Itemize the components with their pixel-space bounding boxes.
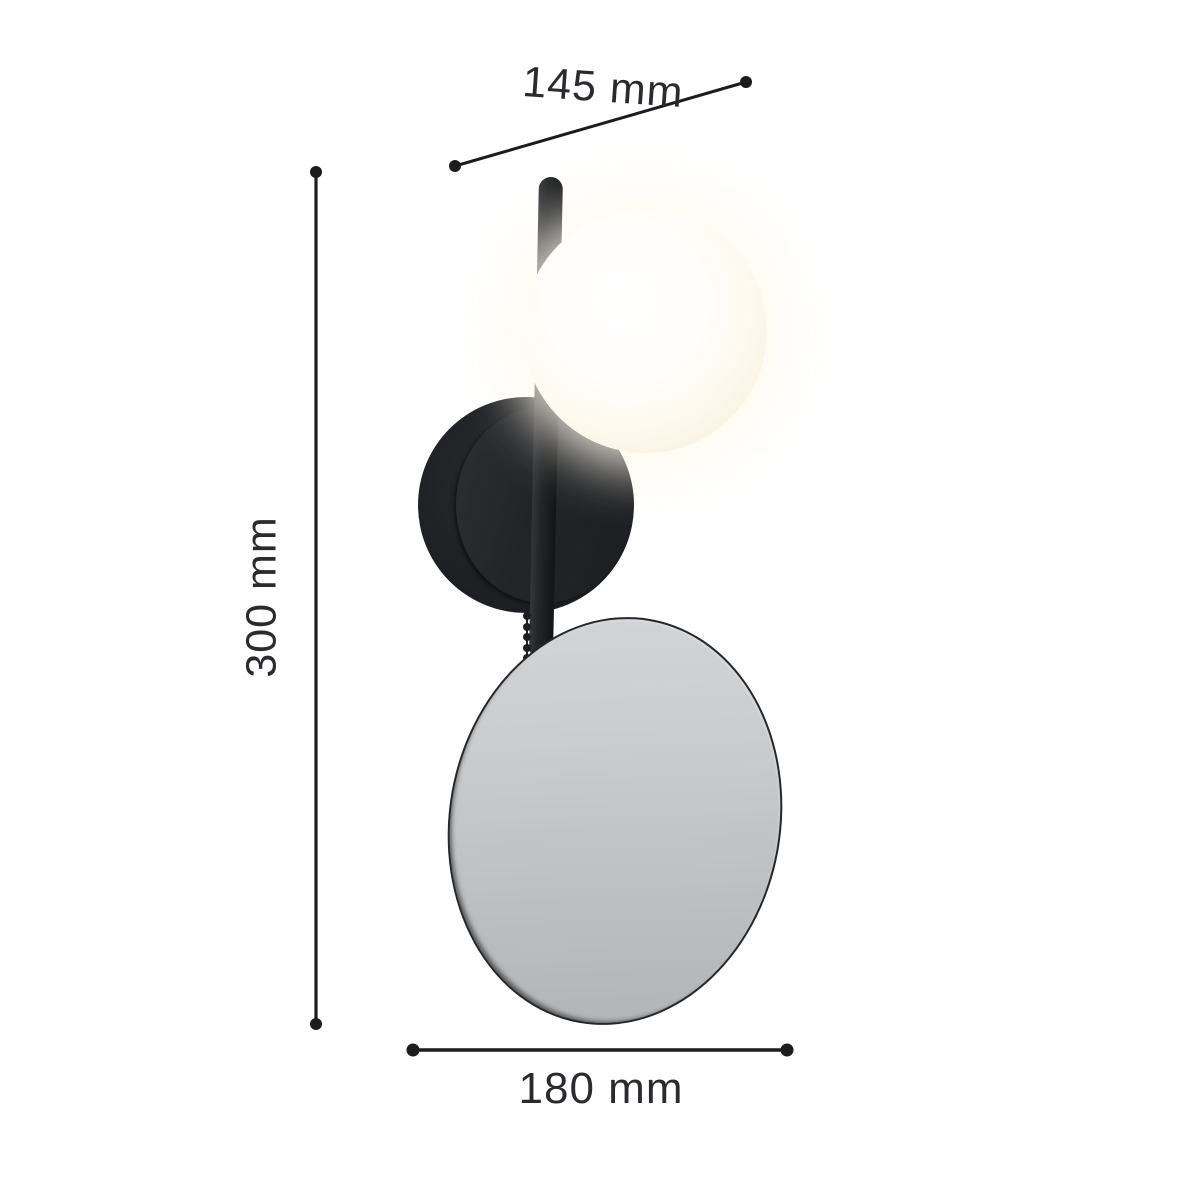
lamp-disc-shade	[415, 590, 815, 1052]
chain-bead	[523, 612, 531, 620]
dimension-label-depth: 145 mm	[520, 57, 686, 118]
chain-bead	[523, 633, 531, 641]
dimension-dot	[406, 1043, 420, 1057]
dimension-dot	[740, 76, 752, 88]
lamp-globe-diffuser	[523, 209, 767, 453]
dimension-dot	[780, 1043, 794, 1057]
dimension-label-width: 180 mm	[518, 1064, 684, 1113]
dimension-dot	[449, 160, 461, 172]
dimension-dot	[310, 166, 322, 178]
dimension-dot	[310, 1018, 322, 1030]
chain-bead	[523, 622, 531, 631]
chain-bead	[523, 643, 531, 652]
dimension-label-height: 300 mm	[237, 516, 286, 678]
